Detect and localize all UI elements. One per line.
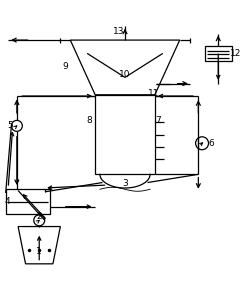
Text: 9: 9 [62, 62, 68, 71]
Text: 10: 10 [119, 71, 131, 79]
Text: 2: 2 [36, 212, 42, 221]
Text: 13: 13 [113, 27, 124, 36]
Text: 6: 6 [208, 139, 214, 148]
Bar [95, 95, 155, 174]
Text: 11: 11 [148, 89, 159, 98]
Text: 1: 1 [36, 247, 42, 256]
Bar [204, 46, 232, 61]
Text: 8: 8 [86, 116, 92, 125]
Text: 12: 12 [230, 49, 241, 58]
Text: 5: 5 [7, 121, 13, 130]
Text: 7: 7 [156, 116, 162, 125]
Text: 3: 3 [122, 179, 128, 188]
Bar [6, 189, 51, 214]
Text: 4: 4 [4, 197, 10, 206]
